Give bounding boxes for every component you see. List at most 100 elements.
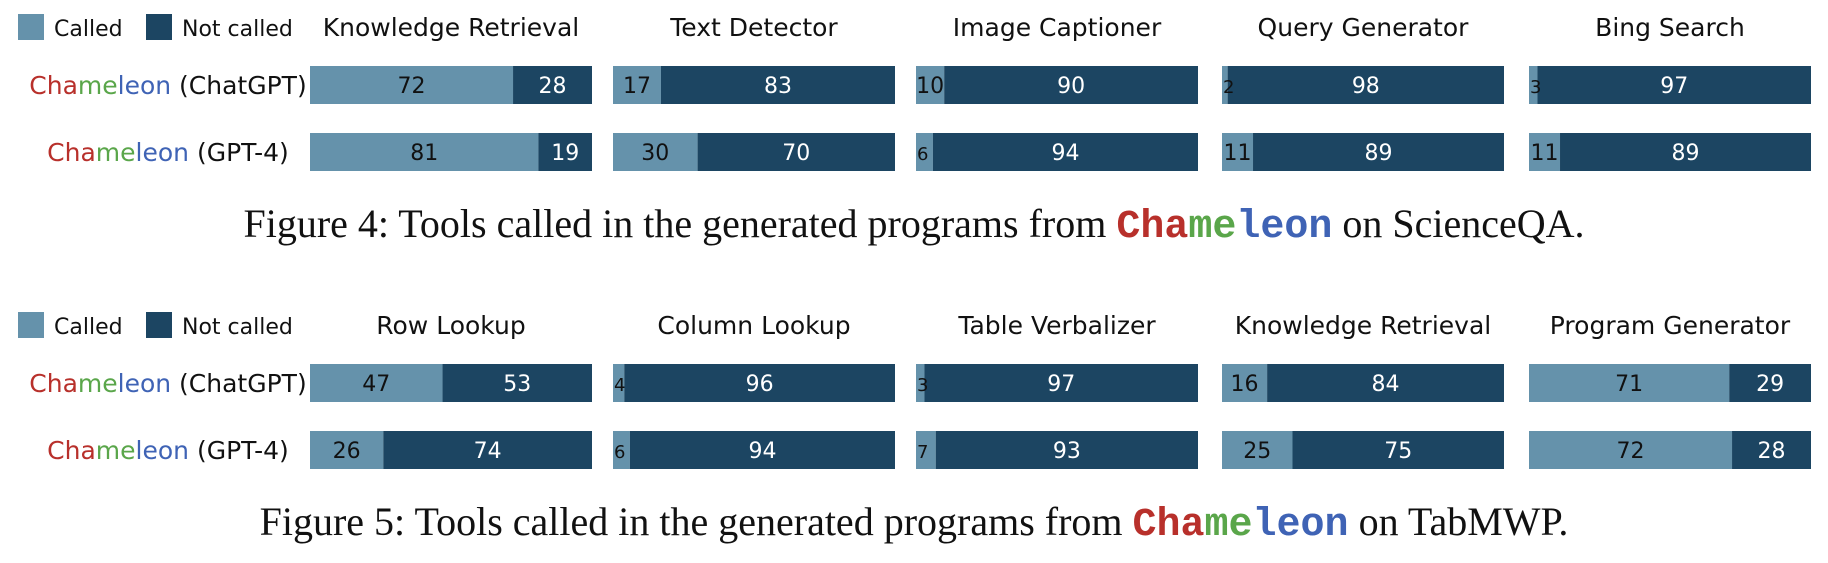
bar-called (1529, 66, 1538, 104)
legend-label-called: Called (54, 315, 123, 340)
value-label-not-called: 74 (474, 439, 502, 464)
caption-suffix: on ScienceQA. (1332, 201, 1584, 246)
bar-not-called (1267, 364, 1504, 402)
model-name: (ChatGPT) (171, 71, 307, 100)
value-label-not-called: 94 (748, 439, 776, 464)
model-name: (ChatGPT) (171, 369, 307, 398)
caption-brand-part: leon (1236, 205, 1332, 250)
bar-called (1222, 66, 1228, 104)
value-label-called: 30 (641, 141, 669, 166)
bar-not-called (1253, 133, 1504, 171)
caption-brand-part: leon (1253, 503, 1349, 548)
bar-called (613, 66, 661, 104)
bar-called (1222, 133, 1254, 171)
panel-1: Column Lookup 4 96 6 94 (613, 311, 895, 469)
brand-part: me (78, 369, 118, 398)
figure-caption: Figure 5: Tools called in the generated … (260, 499, 1569, 548)
bar-not-called (442, 364, 592, 402)
caption-suffix: on TabMWP. (1349, 499, 1569, 544)
brand-part: Cha (29, 71, 78, 100)
bar-not-called (1560, 133, 1811, 171)
brand-part: leon (118, 71, 171, 100)
bar-not-called (1537, 66, 1811, 104)
value-label-called: 47 (362, 372, 390, 397)
value-label-called: 72 (398, 74, 426, 99)
value-label-not-called: 70 (782, 141, 810, 166)
bar-called (916, 133, 933, 171)
row-label-0: Chameleon (ChatGPT) (29, 369, 306, 398)
brand-part: leon (136, 138, 189, 167)
bar-not-called (538, 133, 592, 171)
legend-label-not-called: Not called (182, 17, 293, 42)
bar-called (1529, 364, 1730, 402)
panel-title: Knowledge Retrieval (323, 13, 579, 42)
value-label-called: 81 (410, 141, 438, 166)
caption-brand-part: me (1188, 205, 1236, 250)
value-label-not-called: 94 (1051, 141, 1079, 166)
value-label-not-called: 90 (1057, 74, 1085, 99)
value-label-not-called: 89 (1365, 141, 1393, 166)
bar-called (1529, 431, 1733, 469)
caption-brand-part: Cha (1116, 205, 1188, 250)
bar-called (310, 133, 539, 171)
value-label-not-called: 53 (503, 372, 531, 397)
bar-not-called (1729, 364, 1811, 402)
bar-called (613, 364, 625, 402)
bar-called (310, 431, 384, 469)
value-label-called: 10 (916, 74, 944, 99)
panel-2: Table Verbalizer 3 97 7 93 (916, 311, 1198, 469)
value-label-called: 16 (1231, 372, 1259, 397)
bar-not-called (932, 133, 1198, 171)
value-label-not-called: 29 (1756, 372, 1784, 397)
bar-not-called (383, 431, 592, 469)
brand-part: Cha (47, 436, 96, 465)
figure-caption: Figure 4: Tools called in the generated … (243, 201, 1584, 250)
row-label-1: Chameleon (GPT-4) (47, 436, 289, 465)
legend-label-called: Called (54, 17, 123, 42)
panel-3: Query Generator 2 98 11 89 (1222, 13, 1504, 171)
bar-not-called (924, 364, 1198, 402)
row-label-0: Chameleon (ChatGPT) (29, 71, 306, 100)
bar-not-called (697, 133, 895, 171)
bar-not-called (1732, 431, 1811, 469)
brand-part: leon (118, 369, 171, 398)
bar-called (613, 431, 630, 469)
value-label-not-called: 97 (1660, 74, 1688, 99)
panel-1: Text Detector 17 83 30 70 (613, 13, 895, 171)
value-label-not-called: 19 (551, 141, 579, 166)
value-label-called: 25 (1243, 439, 1271, 464)
value-label-called: 17 (623, 74, 651, 99)
caption-prefix: Figure 5: Tools called in the generated … (260, 499, 1133, 544)
panel-4: Program Generator 71 29 72 28 (1529, 311, 1811, 469)
legend-swatch-not-called (146, 312, 172, 338)
value-label-called: 72 (1617, 439, 1645, 464)
value-label-called: 7 (917, 442, 928, 463)
panel-title: Image Captioner (953, 13, 1162, 42)
bar-called (1529, 133, 1561, 171)
panel-title: Query Generator (1258, 13, 1470, 42)
panel-title: Knowledge Retrieval (1235, 311, 1491, 340)
panel-0: Row Lookup 47 53 26 74 (310, 311, 592, 469)
value-label-not-called: 93 (1053, 439, 1081, 464)
panel-title: Bing Search (1595, 13, 1745, 42)
bar-called (1222, 364, 1268, 402)
value-label-not-called: 98 (1352, 74, 1380, 99)
panel-title: Table Verbalizer (957, 311, 1156, 340)
value-label-called: 71 (1615, 372, 1643, 397)
panel-title: Program Generator (1550, 311, 1791, 340)
bar-not-called (513, 66, 592, 104)
bar-called (310, 364, 443, 402)
value-label-called: 6 (917, 144, 928, 165)
value-label-called: 11 (1224, 141, 1252, 166)
value-label-called: 2 (1223, 77, 1234, 98)
bar-called (916, 431, 936, 469)
brand-part: me (78, 71, 118, 100)
value-label-called: 26 (333, 439, 361, 464)
value-label-not-called: 96 (746, 372, 774, 397)
value-label-called: 4 (614, 375, 625, 396)
value-label-called: 3 (1530, 77, 1541, 98)
panel-title: Row Lookup (376, 311, 525, 340)
panel-0: Knowledge Retrieval 72 28 81 19 (310, 13, 592, 171)
